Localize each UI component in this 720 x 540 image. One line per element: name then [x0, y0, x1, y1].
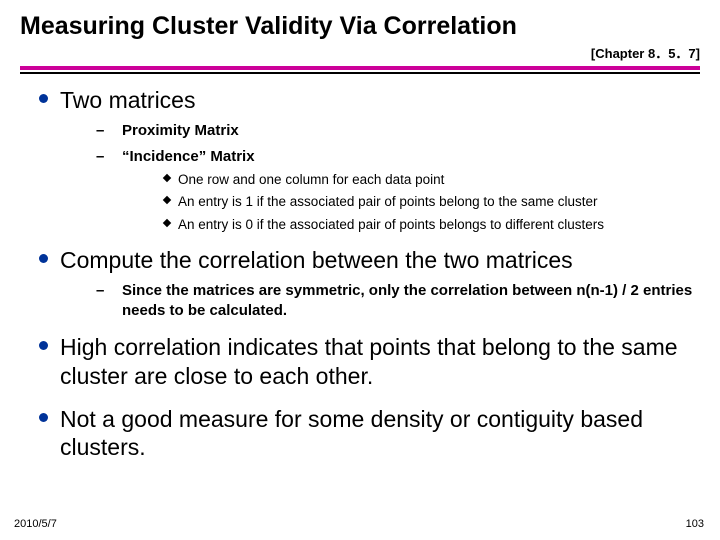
bullet-text: Since the matrices are symmetric, only t…	[122, 281, 700, 322]
bullet-l1: Compute the correlation between the two …	[26, 246, 700, 275]
diamond-icon	[156, 216, 178, 226]
dash-icon: –	[96, 281, 122, 299]
bullet-l2: – Since the matrices are symmetric, only…	[96, 281, 700, 322]
bullet-text: “Incidence” Matrix	[122, 147, 255, 167]
bullet-text: Two matrices	[60, 86, 195, 115]
slide: Measuring Cluster Validity Via Correlati…	[0, 0, 720, 540]
dot-icon	[26, 405, 60, 422]
dot-icon	[26, 246, 60, 263]
dot-icon	[26, 86, 60, 103]
bullet-l2: – Proximity Matrix	[96, 121, 700, 141]
bullet-l1: Not a good measure for some density or c…	[26, 405, 700, 463]
bullet-l2: – “Incidence” Matrix	[96, 147, 700, 167]
dash-icon: –	[96, 121, 122, 139]
title-rule	[20, 66, 700, 74]
dash-icon: –	[96, 147, 122, 165]
bullet-text: Compute the correlation between the two …	[60, 246, 573, 275]
slide-title: Measuring Cluster Validity Via Correlati…	[20, 12, 700, 41]
bullet-l1: Two matrices	[26, 86, 700, 115]
bullet-l3: An entry is 1 if the associated pair of …	[156, 193, 700, 211]
footer-page-number: 103	[686, 518, 704, 530]
rule-black	[20, 72, 700, 74]
rule-magenta	[20, 66, 700, 70]
bullet-text: An entry is 0 if the associated pair of …	[178, 216, 604, 234]
diamond-icon	[156, 171, 178, 181]
bullet-text: Not a good measure for some density or c…	[60, 405, 700, 463]
bullet-l3: One row and one column for each data poi…	[156, 171, 700, 189]
content-area: Two matrices – Proximity Matrix – “Incid…	[20, 86, 700, 462]
bullet-l1: High correlation indicates that points t…	[26, 333, 700, 391]
bullet-text: High correlation indicates that points t…	[60, 333, 700, 391]
chapter-ref: [Chapter 8．5．7]	[20, 43, 700, 62]
dot-icon	[26, 333, 60, 350]
bullet-text: Proximity Matrix	[122, 121, 239, 141]
footer-date: 2010/5/7	[14, 518, 57, 530]
diamond-icon	[156, 193, 178, 203]
bullet-l3: An entry is 0 if the associated pair of …	[156, 216, 700, 234]
bullet-text: An entry is 1 if the associated pair of …	[178, 193, 597, 211]
bullet-text: One row and one column for each data poi…	[178, 171, 444, 189]
